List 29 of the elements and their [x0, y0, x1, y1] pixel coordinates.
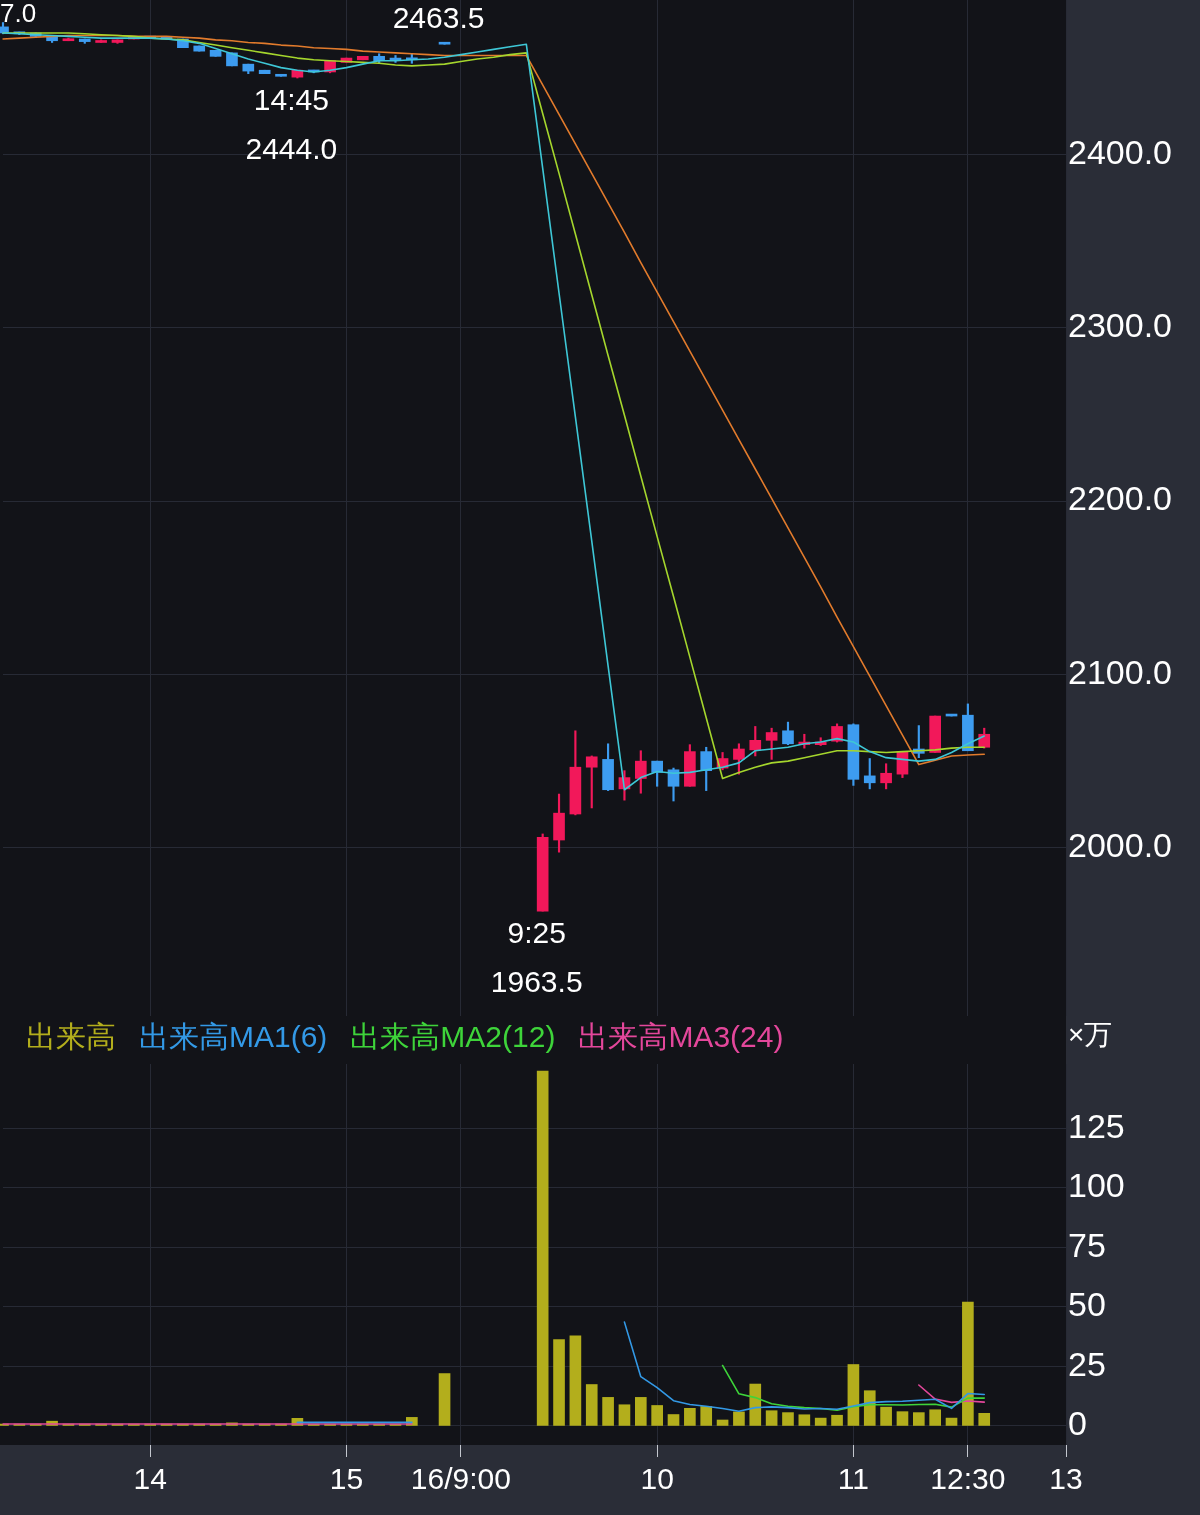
text: 出来高MA3(24) — [578, 1020, 784, 1054]
x-tick-label: 11 — [837, 1462, 869, 1496]
x-tick-label: 14 — [133, 1462, 167, 1496]
y-tick-label: 75 — [1068, 1225, 1106, 1264]
y-tick-label: 2300.0 — [1068, 306, 1172, 345]
annotation: 1963.5 — [490, 965, 583, 999]
x-tick-label: 16/9:00 — [410, 1462, 511, 1496]
y-axis-title: ×万 — [1068, 1018, 1113, 1050]
text: 出来高MA2(12) — [350, 1020, 556, 1054]
x-tick-label: 12:30 — [930, 1462, 1006, 1496]
text: 出来高 — [26, 1020, 116, 1054]
annotation: 9:25 — [507, 916, 566, 950]
x-tick-label: 10 — [640, 1462, 674, 1496]
y-tick-label: 100 — [1068, 1166, 1125, 1205]
y-tick-label: 0 — [1068, 1404, 1087, 1443]
annotation: 2463.5 — [392, 1, 485, 35]
annotation: 14:45 — [253, 83, 329, 117]
y-tick-label: 125 — [1068, 1106, 1125, 1145]
annotation: 2444.0 — [245, 132, 338, 166]
x-tick-label: 13 — [1049, 1462, 1083, 1496]
y-tick-label: 25 — [1068, 1344, 1106, 1383]
y-tick-label: 2100.0 — [1068, 652, 1172, 691]
x-tick-label: 15 — [329, 1462, 364, 1496]
y-tick-label: 2200.0 — [1068, 479, 1172, 518]
y-tick-label: 50 — [1068, 1285, 1106, 1324]
text: 出来高MA1(6) — [139, 1020, 328, 1054]
y-tick-label: 2400.0 — [1068, 132, 1172, 171]
y-tick-label: 2000.0 — [1068, 826, 1172, 865]
annotation: 7.0 — [0, 0, 37, 29]
